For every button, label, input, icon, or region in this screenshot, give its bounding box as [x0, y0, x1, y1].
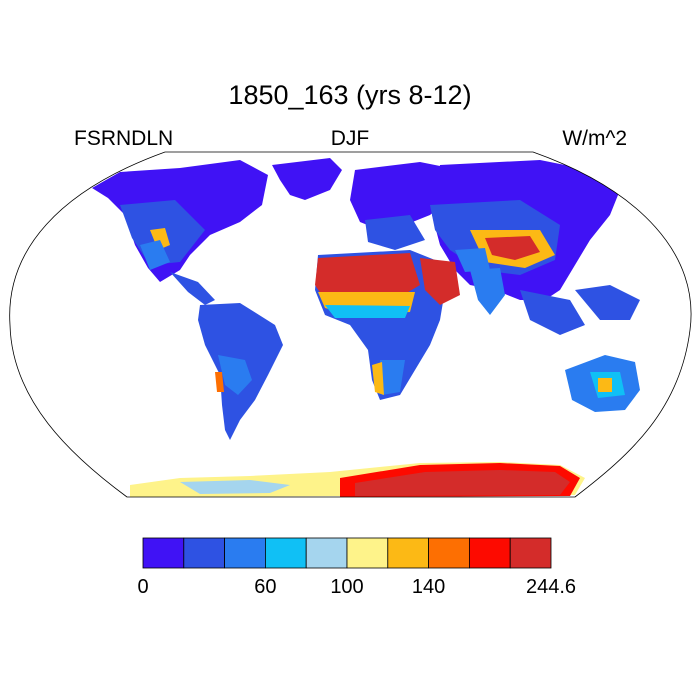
land-fill [92, 158, 640, 497]
colorbar-swatch [346, 537, 389, 569]
colorbar-swatch [387, 537, 429, 569]
land-southeast-asia [520, 290, 585, 335]
colorbar-swatch [142, 537, 185, 569]
land-tibet-hot [485, 236, 540, 260]
map-frame [9, 151, 692, 498]
land-islands [575, 285, 640, 320]
colorbar-tick-label: 100 [330, 576, 364, 598]
units-label: W/m^2 [562, 127, 627, 150]
land-india [470, 268, 505, 315]
land-antarctica-interior [355, 470, 570, 496]
land-namib [372, 362, 384, 395]
colorbar-swatch [305, 537, 348, 569]
land-atacama [215, 372, 224, 392]
land-greenland [272, 158, 342, 200]
season-label: DJF [330, 127, 370, 150]
colorbar-swatch [264, 537, 307, 569]
land-central-america [170, 272, 215, 305]
colorbar-swatch [468, 537, 511, 569]
land-australia-hot [598, 378, 612, 392]
land-antarctica-peninsula [180, 480, 290, 494]
land-arabia [420, 258, 460, 305]
colorbar-tick-label: 140 [411, 576, 446, 598]
colorbar-tick-label: 0 [137, 576, 149, 598]
map-title: 1850_163 (yrs 8-12) [228, 80, 472, 110]
colorbar-swatch [183, 537, 226, 569]
land-europe [350, 162, 455, 230]
land-kalahari [380, 360, 405, 395]
land-india-north [455, 248, 490, 272]
colorbar-swatch [509, 537, 552, 569]
land-south-america-south [218, 355, 252, 395]
colorbar [142, 537, 552, 569]
variable-label: FSRNDLN [74, 127, 174, 150]
colorbar-swatch [428, 537, 470, 569]
land-rockies-hot [150, 228, 170, 250]
land-europe-south [365, 215, 425, 250]
land-sahel-south [325, 305, 410, 318]
colorbar-tick-label: 244.6 [525, 576, 577, 598]
colorbar-tick-label: 60 [254, 576, 277, 598]
colorbar-swatch [224, 537, 266, 569]
land-us-west [140, 240, 170, 270]
